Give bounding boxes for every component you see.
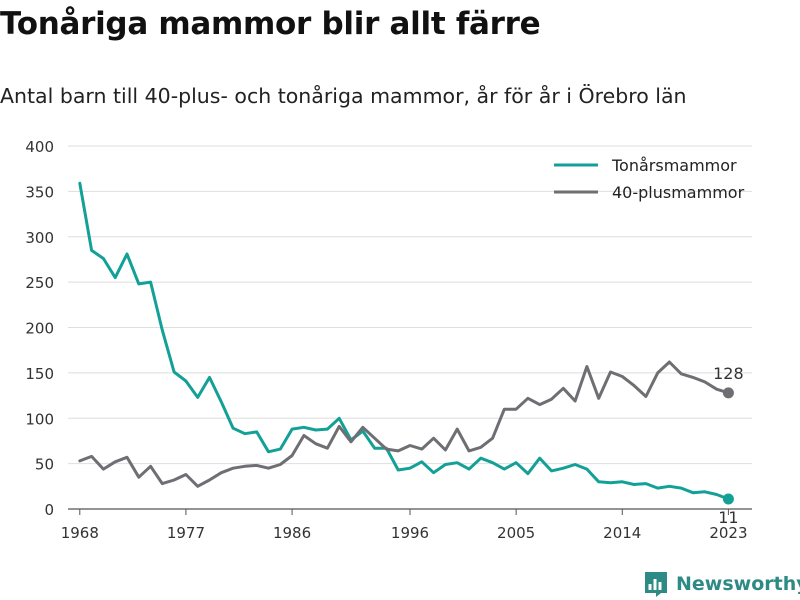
chart-title: Tonåriga mammor blir allt färre (0, 6, 541, 42)
series-end-label: 11 (718, 508, 738, 527)
y-tick-label: 150 (25, 365, 54, 383)
x-tick-label: 2023 (709, 524, 747, 542)
series-end-label: 128 (713, 364, 744, 383)
x-tick-label: 1977 (167, 524, 205, 542)
y-tick-label: 350 (25, 183, 54, 201)
series-line-tonarsmammor (78, 181, 730, 501)
y-tick-label: 100 (25, 410, 54, 428)
brand-name: Newsworthy (676, 573, 800, 595)
y-tick-label: 250 (25, 274, 54, 292)
x-tick-label: 1986 (273, 524, 311, 542)
x-tick-label: 1968 (61, 524, 99, 542)
chart-subtitle: Antal barn till 40-plus- och tonåriga ma… (0, 84, 687, 108)
legend-label: 40-plusmammor (612, 183, 745, 202)
y-tick-label: 300 (25, 229, 54, 247)
y-tick-label: 200 (25, 320, 54, 338)
legend-label: Tonårsmammor (611, 156, 737, 175)
series-end-marker (722, 493, 734, 505)
x-tick-label: 1996 (391, 524, 429, 542)
y-tick-label: 50 (35, 456, 54, 474)
y-tick-label: 400 (25, 138, 54, 156)
x-tick-label: 2005 (497, 524, 535, 542)
series-end-marker (722, 387, 734, 399)
series-line-plus40mammor (78, 360, 730, 488)
y-tick-label: 0 (44, 501, 54, 519)
newsworthy-brand: Newsworthy (644, 568, 800, 600)
x-tick-label: 2014 (603, 524, 641, 542)
bar-chart-logo-icon (645, 572, 667, 597)
